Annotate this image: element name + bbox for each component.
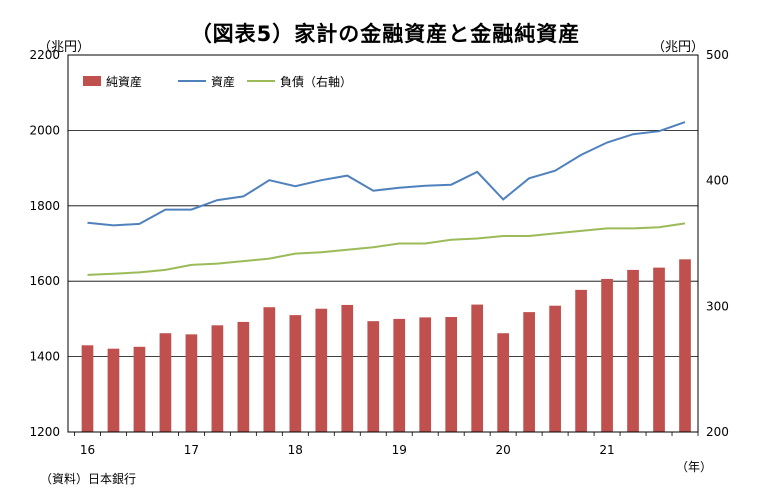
bar-net-assets: [315, 308, 328, 432]
bar-net-assets: [289, 315, 302, 432]
y-right-tick-label: 200: [706, 425, 729, 439]
y-left-tick-label: 1200: [29, 425, 60, 439]
x-axis-unit: （年）: [676, 460, 713, 474]
bar-net-assets: [211, 325, 224, 432]
right-axis-unit: （兆円）: [652, 40, 705, 55]
legend-label-assets: 資産: [211, 74, 235, 89]
bar-net-assets: [575, 289, 587, 432]
x-tick-label: 19: [392, 443, 407, 457]
y-left-tick-label: 1800: [29, 199, 60, 213]
bar-net-assets: [107, 348, 120, 432]
legend-swatch-net-assets: [83, 76, 101, 86]
x-tick-label: 20: [496, 443, 511, 457]
y-right-tick-label: 300: [706, 299, 729, 313]
bar-net-assets: [497, 333, 509, 432]
y-left-tick-label: 1400: [29, 350, 60, 364]
bar-net-assets: [185, 334, 198, 432]
bar-net-assets: [601, 278, 613, 432]
legend-label-net-assets: 純資産: [106, 74, 142, 89]
y-left-tick-label: 1600: [29, 274, 60, 288]
bar-net-assets: [263, 307, 276, 432]
bar-net-assets: [653, 267, 665, 432]
x-tick-label: 21: [599, 443, 614, 457]
left-axis-unit: （兆円）: [38, 40, 91, 55]
bar-net-assets: [393, 318, 406, 432]
bar-net-assets: [549, 305, 561, 432]
bar-net-assets: [237, 321, 250, 432]
source-note: （資料）日本銀行: [40, 472, 137, 486]
y-right-tick-label: 400: [706, 174, 729, 188]
line-liabilities: [87, 222, 686, 276]
bar-net-assets: [627, 269, 639, 432]
line-assets: [87, 121, 686, 227]
x-tick-label: 18: [288, 443, 303, 457]
y-right-tick-label: 500: [706, 48, 729, 62]
bar-net-assets: [81, 345, 94, 432]
x-tick-label: 16: [80, 443, 95, 457]
bar-net-assets: [679, 259, 691, 432]
bar-net-assets: [419, 317, 432, 432]
bar-net-assets: [471, 304, 484, 432]
bar-net-assets: [523, 312, 535, 432]
y-left-tick-label: 2000: [29, 123, 60, 137]
bar-net-assets: [367, 321, 380, 432]
chart-title: （図表5）家計の金融資産と金融純資産: [190, 22, 581, 46]
legend-label-liabilities: 負債（右軸）: [280, 74, 352, 89]
bar-net-assets: [445, 317, 458, 432]
y-left-tick-label: 2200: [29, 48, 60, 62]
plot-frame: [67, 54, 699, 433]
bar-net-assets: [341, 304, 354, 432]
x-tick-label: 17: [184, 443, 199, 457]
bar-net-assets: [133, 346, 146, 432]
bar-net-assets: [159, 333, 172, 432]
